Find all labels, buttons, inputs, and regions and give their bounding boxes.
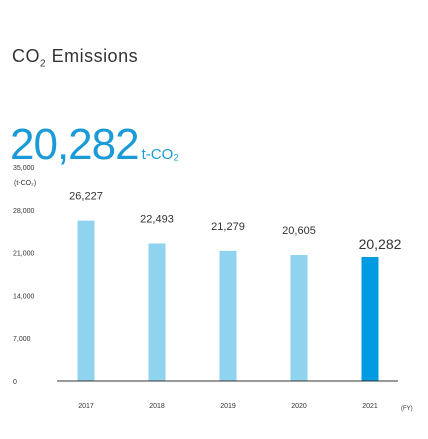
value-label-2018: 22,493 [140,213,174,225]
y-tick-label: 7,000 [13,336,31,343]
y-tick-group: 0 7,000 14,000 21,000 28,000 35,000 [13,165,35,386]
value-label-2019: 21,279 [211,221,245,233]
y-tick-label: 14,000 [13,293,35,300]
bar-2020 [290,255,308,381]
bar-2018 [148,243,166,381]
bar-2021 [361,256,379,381]
x-tick-label: 2019 [220,403,236,410]
bar-group: 26,227 22,493 21,279 20,605 20,282 [69,191,402,381]
x-axis-unit-label: (FY) [401,406,413,412]
value-label-2021: 20,282 [359,236,402,252]
y-tick-label: 21,000 [13,251,35,258]
value-label-2017: 26,227 [69,191,103,203]
headline-value: 20,282 [10,120,140,169]
y-axis-unit-label: (t-CO₂) [14,180,36,187]
x-tick-label: 2021 [362,403,378,410]
value-label-2020: 20,605 [282,225,316,237]
x-tick-group: 2017 2018 2019 2020 2021 [78,403,378,410]
x-tick-label: 2018 [149,403,165,410]
chart-title: CO2 Emissions [12,46,139,70]
y-tick-label: 0 [13,379,17,386]
x-tick-label: 2020 [291,403,307,410]
headline-unit: t-CO₂ [141,146,180,163]
headline-total: 20,282 t-CO₂ [10,120,179,170]
x-tick-label: 2017 [78,403,94,410]
bar-2019 [219,250,237,381]
y-tick-label: 28,000 [13,208,35,215]
bar-2017 [77,220,95,381]
y-tick-label: 35,000 [13,165,35,172]
